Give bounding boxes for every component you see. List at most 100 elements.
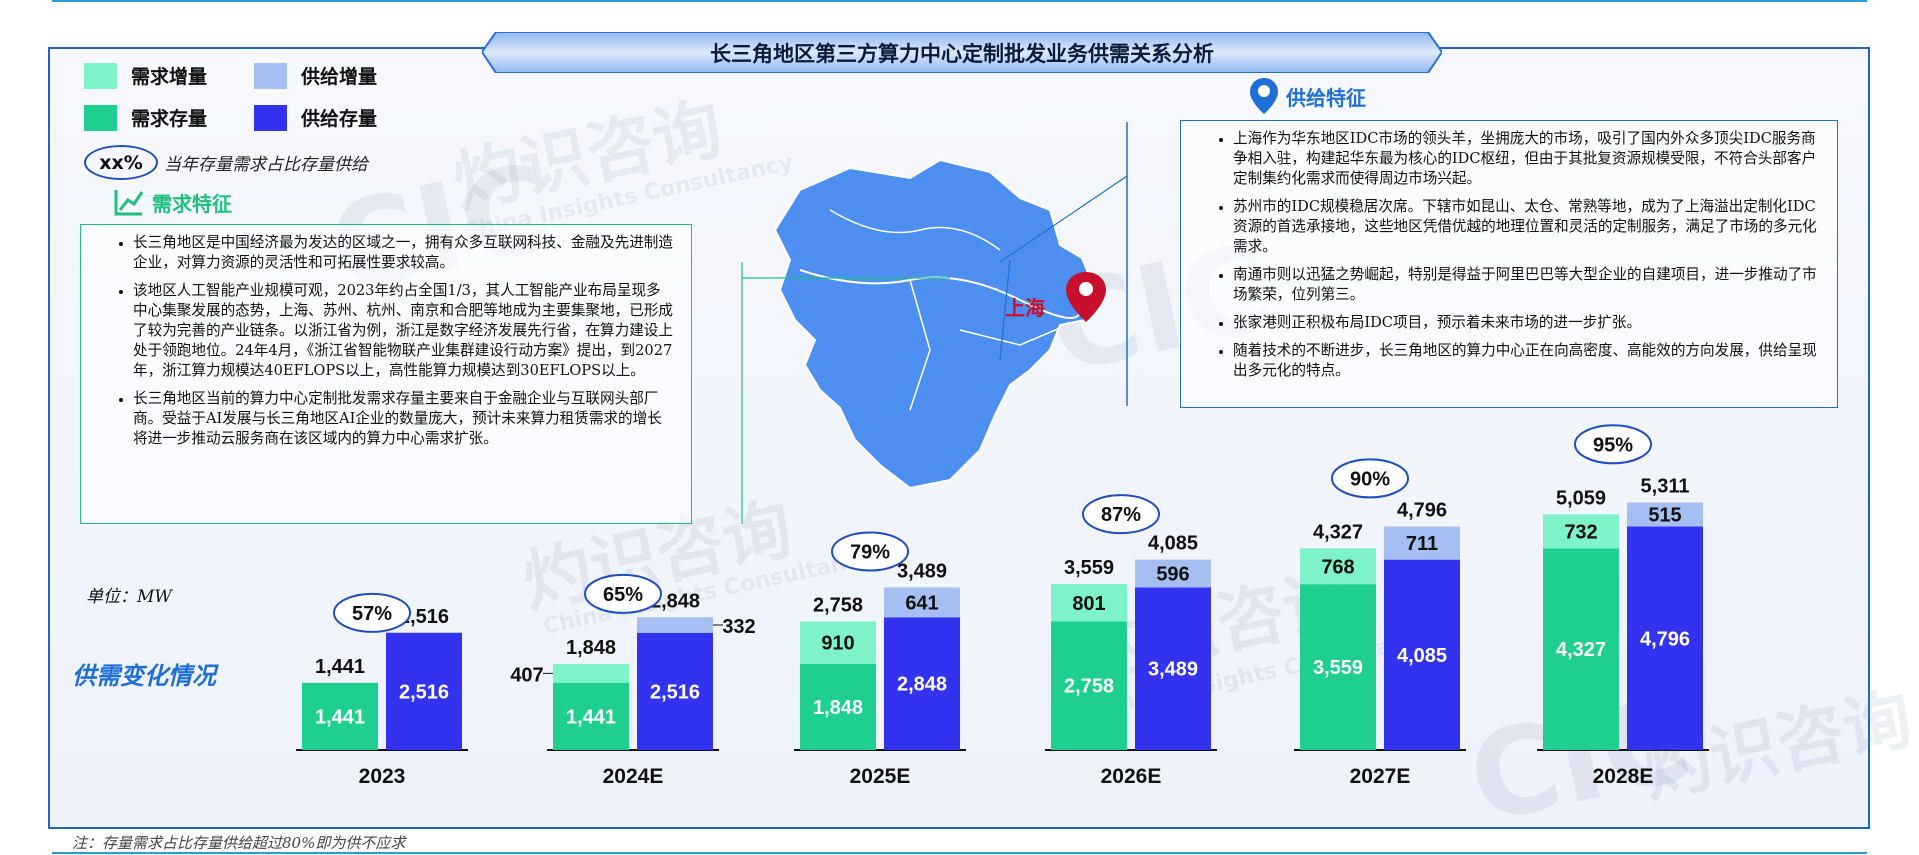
list-item: 长三角地区当前的算力中心定制批发需求存量主要来自于金融企业与互联网头部厂商。受益… <box>133 389 673 449</box>
data-label-demand-stock: 1,441 <box>315 706 365 728</box>
legend-label: 供给增量 <box>301 66 378 88</box>
data-label-supply-total: 3,489 <box>897 560 947 582</box>
bottom-divider <box>52 852 1867 854</box>
bar-supply-stock <box>1384 559 1460 750</box>
demand-features-box: 长三角地区是中国经济最为发达的区域之一，拥有众多互联网科技、金融及先进制造企业，… <box>80 224 692 524</box>
demand-bullets: 长三角地区是中国经济最为发达的区域之一，拥有众多互联网科技、金融及先进制造企业，… <box>111 233 673 449</box>
legend-label: 供给存量 <box>301 108 378 130</box>
trend-icon <box>114 190 144 216</box>
x-tick-label: 2024E <box>603 765 664 788</box>
legend-label: 需求存量 <box>131 108 208 130</box>
x-tick-label: 2023 <box>359 765 406 788</box>
top-divider <box>52 0 1867 2</box>
legend-swatch <box>84 104 117 131</box>
data-label-demand-increment: 732 <box>1564 521 1597 543</box>
ratio-legend-text: 当年存量需求占比存量供给 <box>164 155 368 175</box>
data-label-supply-increment: 711 <box>1406 533 1438 555</box>
data-label-supply-total: 2,516 <box>399 606 449 628</box>
bar-supply-increment <box>884 587 960 618</box>
data-label-supply-stock: 2,516 <box>650 681 700 703</box>
bar-supply-stock <box>637 632 713 750</box>
bar-supply-stock <box>884 617 960 750</box>
x-tick-label: 2026E <box>1101 765 1162 788</box>
list-item: 南通市则以迅猛之势崛起，特别是得益于阿里巴巴等大型企业的自建项目，进一步推动了市… <box>1233 265 1821 305</box>
list-item: 长三角地区是中国经济最为发达的区域之一，拥有众多互联网科技、金融及先进制造企业，… <box>133 233 673 273</box>
ratio-legend-ellipse: xx% <box>84 145 158 180</box>
data-label-demand-increment: 910 <box>821 633 854 655</box>
bar-demand-stock <box>1543 548 1619 750</box>
region-shape <box>773 158 1097 490</box>
bar-demand-increment <box>1051 584 1127 622</box>
data-label-demand-increment: 768 <box>1321 556 1354 578</box>
data-label-supply-increment: 332 <box>722 616 755 638</box>
map-city-label: 上海 <box>1005 296 1045 320</box>
supply-heading: 供给特征 <box>1248 76 1366 116</box>
ratio-label: 65% <box>603 584 643 606</box>
data-label-demand-total: 2,758 <box>813 594 863 616</box>
data-label-supply-total: 5,311 <box>1641 476 1690 498</box>
data-label-demand-stock: 1,848 <box>813 697 863 719</box>
legend-swatch <box>254 62 287 89</box>
bar-supply-increment <box>1135 559 1211 588</box>
legend-supply-stock: 供给存量 <box>254 104 377 131</box>
data-label-supply-total: 4,796 <box>1397 500 1447 522</box>
list-item: 张家港则正积极布局IDC项目，预示着未来市场的进一步扩张。 <box>1233 313 1821 333</box>
bar-supply-stock <box>1627 526 1703 750</box>
legend-swatch <box>84 62 117 89</box>
bar-supply-increment <box>1627 502 1703 527</box>
data-label-demand-total: 1,848 <box>566 637 616 659</box>
bar-demand-increment <box>1543 514 1619 549</box>
data-label-supply-stock: 4,085 <box>1397 645 1447 667</box>
data-label-supply-total: 2,848 <box>650 590 700 612</box>
x-tick-label: 2027E <box>1350 765 1411 788</box>
data-label-supply-total: 4,085 <box>1148 533 1198 555</box>
data-label-supply-stock: 3,489 <box>1148 659 1198 681</box>
bar-demand-stock <box>1051 621 1127 750</box>
list-item: 随着技术的不断进步，长三角地区的算力中心正在向高密度、高能效的方向发展，供给呈现… <box>1233 341 1821 381</box>
supply-features-box: 上海作为华东地区IDC市场的领头羊，坐拥庞大的市场，吸引了国内外众多顶尖IDC服… <box>1180 120 1838 408</box>
data-label-demand-total: 1,441 <box>315 656 365 678</box>
data-label-demand-stock: 4,327 <box>1556 639 1606 661</box>
ratio-label: 79% <box>850 541 890 563</box>
bar-demand-increment <box>553 663 629 683</box>
bar-demand-stock <box>553 682 629 750</box>
legend-swatch <box>254 104 287 131</box>
list-item: 上海作为华东地区IDC市场的领头羊，坐拥庞大的市场，吸引了国内外众多顶尖IDC服… <box>1233 129 1821 189</box>
border-line <box>909 279 931 411</box>
legend-supply-increment: 供给增量 <box>254 62 377 89</box>
demand-heading: 需求特征 <box>112 186 232 218</box>
ratio-ellipse <box>831 531 909 572</box>
legend-demand-stock: 需求存量 <box>84 104 207 131</box>
bar-supply-stock <box>386 632 462 750</box>
bar-demand-increment <box>1300 548 1376 585</box>
x-tick-label: 2025E <box>850 765 911 788</box>
supply-bullets: 上海作为华东地区IDC市场的领头羊，坐拥庞大的市场，吸引了国内外众多顶尖IDC服… <box>1211 129 1821 381</box>
data-label-demand-stock: 3,559 <box>1313 657 1363 679</box>
data-label-demand-stock: 2,758 <box>1064 676 1114 698</box>
x-tick-label: 2028E <box>1593 765 1654 788</box>
data-label-supply-stock: 2,516 <box>399 681 449 703</box>
ratio-ellipse <box>1574 424 1652 465</box>
ratio-label: 57% <box>352 603 392 625</box>
ratio-label: 87% <box>1101 504 1141 526</box>
demand-heading-text: 需求特征 <box>152 191 232 216</box>
list-item: 该地区人工智能产业规模可观，2023年约占全国1/3，其人工智能产业布局呈现多中… <box>133 281 673 381</box>
data-label-supply-stock: 2,848 <box>897 674 947 696</box>
bar-demand-stock <box>1300 584 1376 750</box>
data-label-demand-total: 3,559 <box>1064 557 1114 579</box>
supply-heading-text: 供给特征 <box>1286 85 1366 110</box>
data-label-supply-increment: 641 <box>905 592 938 614</box>
footnote: 注：存量需求占比存量供给超过80%即为供不应求 <box>72 834 406 852</box>
chart-legend: 需求增量 供给增量 需求存量 供给存量 <box>84 62 414 138</box>
ratio-label: 90% <box>1350 468 1390 490</box>
bar-demand-stock <box>302 682 378 750</box>
bar-demand-increment <box>800 621 876 664</box>
border-line <box>829 209 1001 251</box>
border-line <box>959 327 1061 346</box>
legend-demand-increment: 需求增量 <box>84 62 207 89</box>
data-label-demand-total: 5,059 <box>1556 487 1606 509</box>
page-title: 长三角地区第三方算力中心定制批发业务供需关系分析 <box>710 40 1214 66</box>
ratio-ellipse <box>1331 458 1409 499</box>
